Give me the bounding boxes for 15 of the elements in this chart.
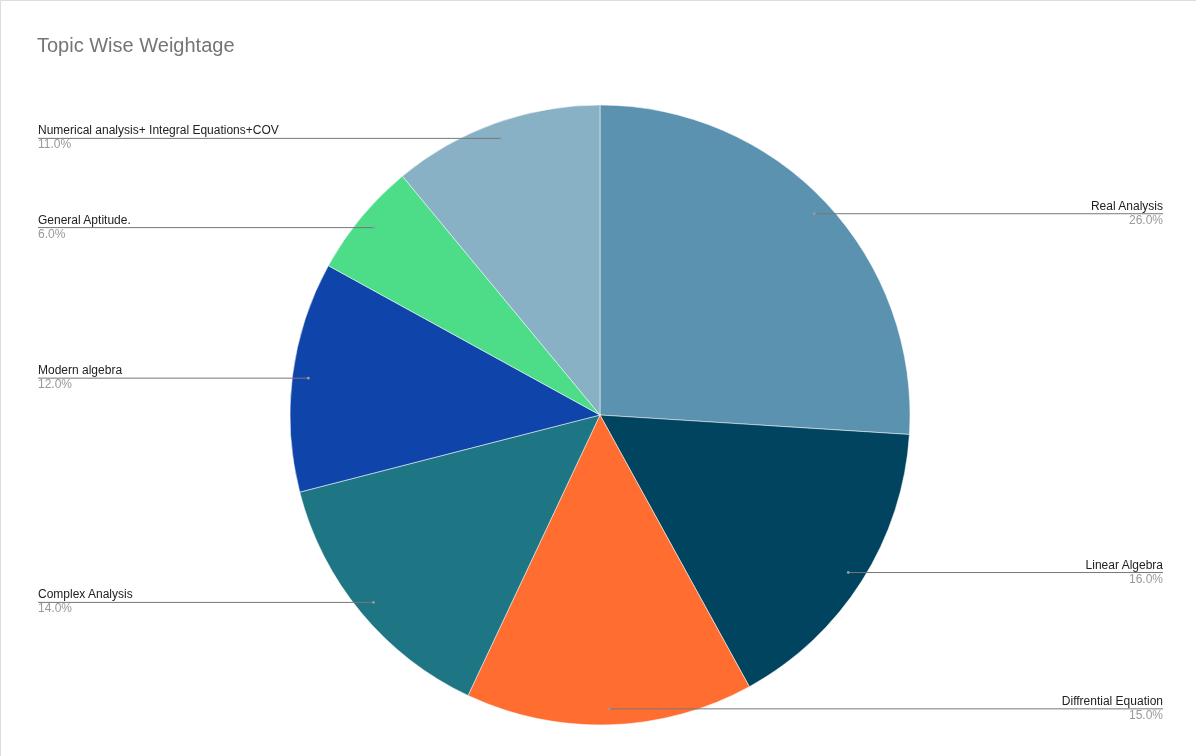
slice-label: Linear Algebra (1085, 557, 1164, 572)
data-label: 6.0% (38, 226, 66, 241)
slice-label: Real Analysis (1090, 198, 1163, 213)
data-label: 12.0% (38, 377, 73, 392)
slice-label: Numerical analysis+ Integral Equations+COV (38, 123, 279, 138)
slice-label: Modern algebra (38, 363, 123, 378)
slice-label: Complex Analysis (38, 587, 133, 602)
data-label: 14.0% (38, 601, 73, 616)
slice-label: Diffrential Equation (1061, 693, 1163, 708)
slice-label: General Aptitude. (38, 212, 131, 227)
data-label: 16.0% (1128, 571, 1164, 586)
data-label: 11.0% (38, 137, 72, 152)
data-label: 15.0% (1128, 707, 1164, 722)
data-label: 26.0% (1128, 212, 1164, 227)
chart-title: Topic Wise Weightage (37, 34, 235, 56)
